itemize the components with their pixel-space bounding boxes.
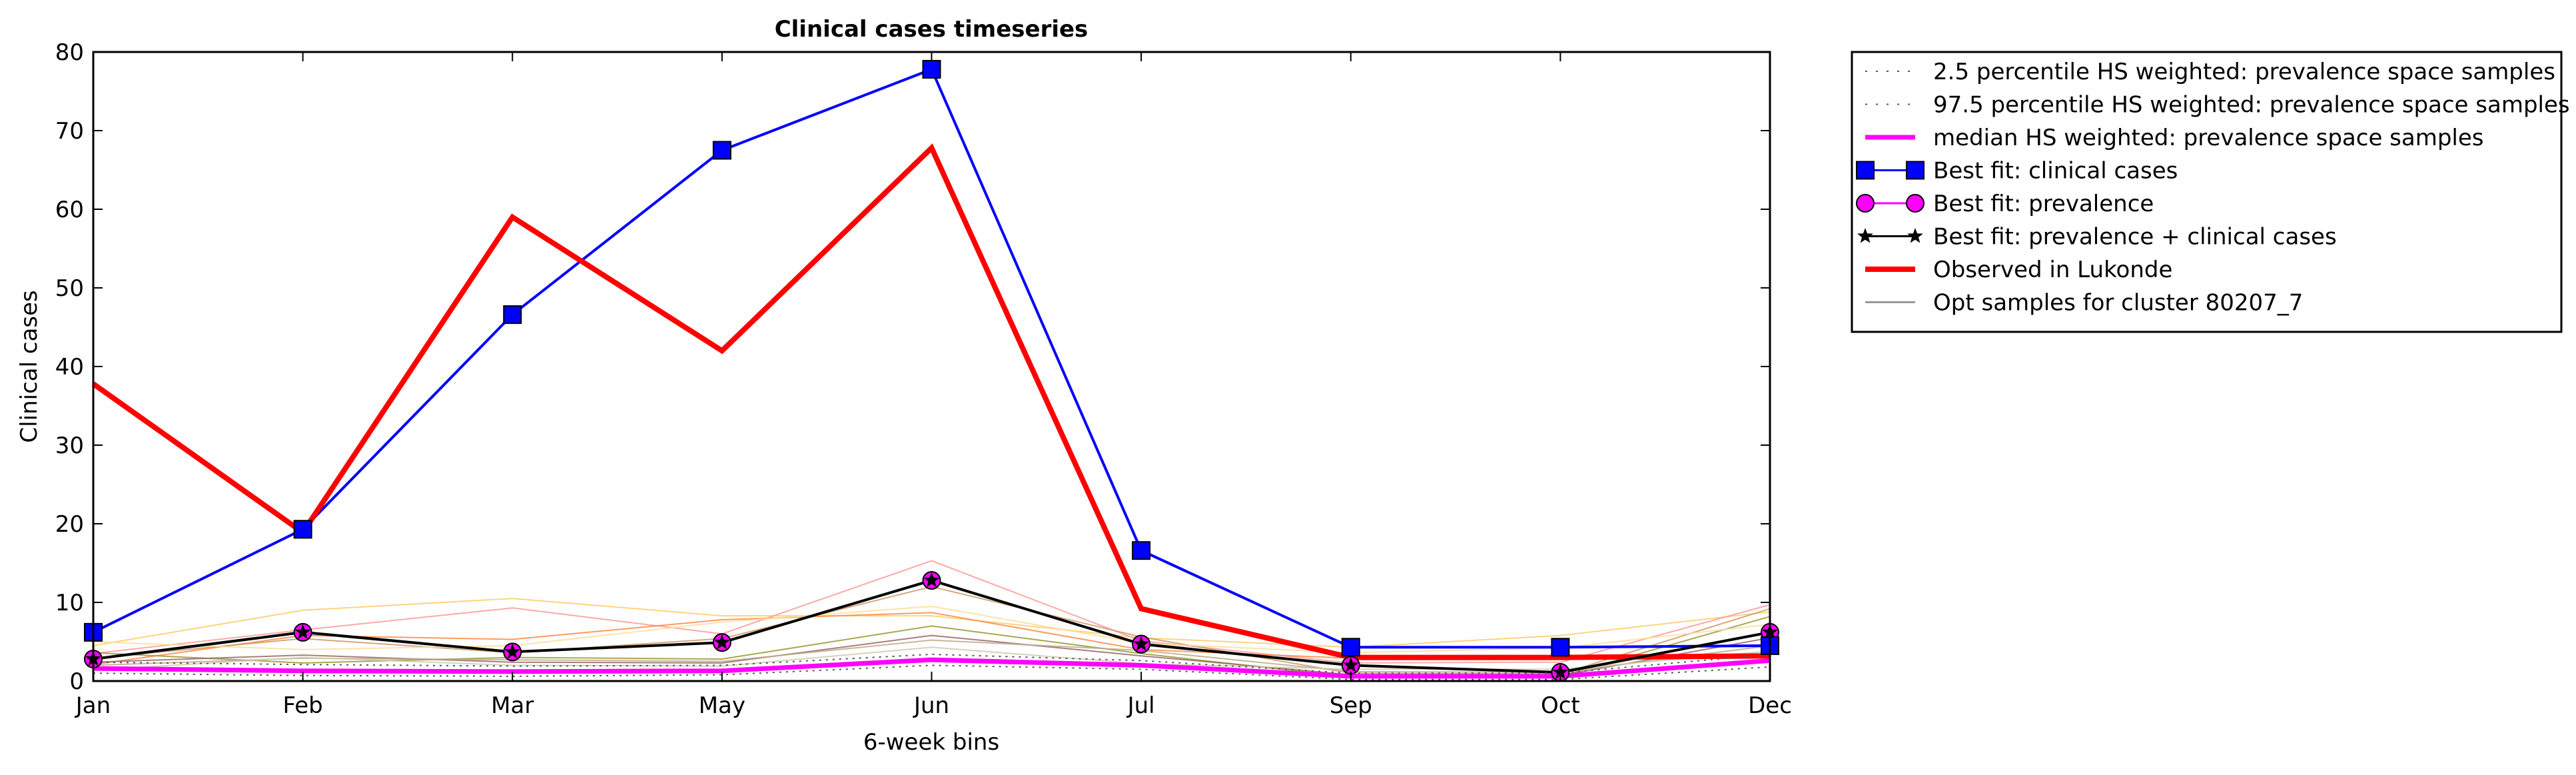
legend-label-4: Best fit: clinical cases [1933, 158, 2178, 185]
series-1-point-5 [922, 59, 941, 79]
opt-sample-line-2 [93, 560, 1771, 664]
legend-marker-4-1 [1856, 161, 1875, 180]
series-1-point-2 [293, 520, 312, 539]
legend-label-3: median HS weighted: prevalence space sam… [1933, 125, 2484, 151]
y-tick-label-80: 80 [55, 39, 84, 66]
legend-label-1: 2.5 percentile HS weighted: prevalence s… [1933, 59, 2555, 85]
opt-sample-line-7 [93, 639, 1771, 674]
opt-sample-line-8 [93, 605, 1771, 654]
x-tick-label-Oct: Oct [1541, 692, 1580, 719]
legend-label-7: Observed in Lukonde [1933, 257, 2172, 283]
x-axis-label: 6-week bins [863, 729, 999, 756]
series-1-point-7 [1341, 638, 1360, 657]
y-tick-label-60: 60 [55, 197, 84, 223]
legend-marker-5-1 [1856, 194, 1875, 213]
legend-marker-4-2 [1906, 161, 1925, 180]
plot-area: 0 10 20 30 40 50 60 70 80 Jan Feb Mar May Jun Jul Sep Oc… [55, 39, 1792, 719]
y-tick-label-40: 40 [55, 354, 84, 381]
legend-marker-5-2 [1906, 194, 1925, 213]
x-tick-label-Feb: Feb [283, 692, 323, 719]
y-tick-label-50: 50 [55, 275, 84, 302]
legend-marker-6-1 [1857, 228, 1873, 243]
legend-label-6: Best fit: prevalence + clinical cases [1933, 224, 2337, 251]
series-3-point-3 [504, 643, 521, 659]
y-tick-label-30: 30 [55, 432, 84, 459]
series-1-point-4 [712, 141, 731, 160]
legend-label-8: Opt samples for cluster 80207_7 [1933, 290, 2303, 317]
y-axis-label: Clinical cases [16, 290, 43, 442]
series-3-point-4 [714, 634, 730, 650]
legend-label-2: 97.5 percentile HS weighted: prevalence … [1933, 92, 2570, 119]
legend-label-5: Best fit: prevalence [1933, 191, 2154, 217]
series-1-point-8 [1551, 638, 1570, 657]
chart-title: Clinical cases timeseries [775, 16, 1088, 43]
x-tick-label-Dec: Dec [1748, 692, 1792, 719]
x-tick-label-Mar: Mar [491, 692, 534, 719]
legend-box [1851, 51, 2563, 333]
series-3-point-5 [923, 572, 940, 588]
x-tick-label-Sep: Sep [1330, 692, 1372, 719]
legend-marker-6-2 [1907, 228, 1923, 243]
y-tick-label-20: 20 [55, 511, 84, 538]
opt-sample-line-1 [93, 598, 1771, 648]
series-1-point-6 [1132, 541, 1151, 560]
x-tick-label-Jan: Jan [75, 692, 111, 719]
y-tick-label-70: 70 [55, 118, 84, 145]
series-2-line [91, 143, 1771, 660]
x-tick-label-Jun: Jun [913, 692, 949, 719]
series-5-line [93, 657, 1771, 679]
x-tick-label-May: May [699, 692, 745, 719]
x-tick-label-Jul: Jul [1126, 692, 1155, 719]
series-3-point-2 [294, 624, 311, 639]
y-tick-label-10: 10 [55, 590, 84, 616]
series-3-point-7 [1342, 656, 1359, 672]
y-tick-label-0: 0 [69, 668, 84, 695]
series-3-point-6 [1133, 636, 1149, 651]
series-1-point-3 [503, 305, 522, 325]
legend: 2.5 percentile HS weighted: prevalence s… [1851, 51, 2570, 333]
